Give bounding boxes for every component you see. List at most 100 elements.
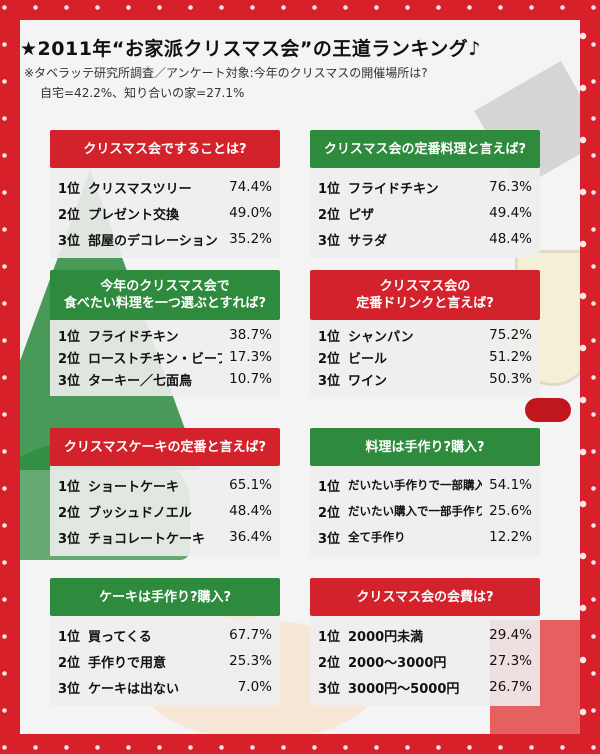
- rank-item: チョコレートケーキ: [88, 531, 206, 547]
- card-body: 1位 2000円未満 29.4% 2位 2000〜3000円 27.3% 3位 3000円…: [310, 616, 540, 706]
- ranking-row: 2位 だいたい購入で一部手作り 25.6%: [318, 498, 532, 524]
- venue-stats: 自宅=42.2%、知り合いの家=27.1%: [40, 86, 245, 100]
- rank-label: 3位: [318, 233, 341, 249]
- rank-item: ケーキは出ない: [88, 681, 180, 697]
- rank-percent: 65.1%: [229, 477, 272, 493]
- card-body: 1位 フライドチキン 76.3% 2位 ピザ 49.4% 3位 サラダ 48.4%: [310, 168, 540, 258]
- ranking-row: 3位 チョコレートケーキ 36.4%: [58, 524, 272, 550]
- rank-percent: 48.4%: [489, 231, 532, 247]
- card-body: 1位 クリスマスツリー 74.4% 2位 プレゼント交換 49.0% 3位 部屋のデコレー…: [50, 168, 280, 258]
- ranking-row: 1位 クリスマスツリー 74.4%: [58, 174, 272, 200]
- rank-item: 2000〜3000円: [348, 655, 447, 671]
- rank-item: ローストチキン・ビーフ: [88, 351, 222, 367]
- rank-percent: 12.2%: [489, 529, 532, 545]
- rank-item: プレゼント交換: [88, 207, 180, 223]
- rank-item: 3000円〜5000円: [348, 681, 460, 697]
- poster-header: ★2011年“お家派クリスマス会”の王道ランキング♪ ※タベラッテ研究所調査／ア…: [20, 34, 560, 101]
- card-title: 料理は手作り?購入?: [310, 428, 540, 466]
- rank-item: 2000円未満: [348, 629, 424, 645]
- ranking-row: 2位 ビール 51.2%: [318, 346, 532, 368]
- card-title-line2: 定番ドリンクと言えば?: [356, 296, 494, 311]
- rank-item: フライドチキン: [348, 181, 439, 197]
- rank-item: シャンパン: [348, 329, 414, 345]
- card-title: ケーキは手作り?購入?: [50, 578, 280, 616]
- rank-percent: 27.3%: [489, 653, 532, 669]
- rank-label: 3位: [58, 233, 81, 249]
- rank-percent: 74.4%: [229, 179, 272, 195]
- rank-label: 2位: [58, 505, 81, 521]
- card-title: クリスマス会ですることは?: [50, 130, 280, 168]
- rank-item: フライドチキン: [88, 329, 179, 345]
- ranking-row: 1位 2000円未満 29.4%: [318, 622, 532, 648]
- rank-percent: 38.7%: [229, 327, 272, 343]
- rank-label: 3位: [318, 531, 341, 547]
- rank-percent: 48.4%: [229, 503, 272, 519]
- ranking-row: 1位 ショートケーキ 65.1%: [58, 472, 272, 498]
- ranking-card-activities: クリスマス会ですることは? 1位 クリスマスツリー 74.4% 2位 プレゼント交換 4…: [50, 130, 280, 258]
- ranking-card-wanted-dish: 今年のクリスマス会で 食べたい料理を一つ選ぶとすれば? 1位 フライドチキン 38.7…: [50, 270, 280, 398]
- card-title: クリスマス会の定番料理と言えば?: [310, 130, 540, 168]
- ranking-card-dishes: クリスマス会の定番料理と言えば? 1位 フライドチキン 76.3% 2位 ピザ 49.4…: [310, 130, 540, 258]
- rank-percent: 36.4%: [229, 529, 272, 545]
- card-title: クリスマス会の 定番ドリンクと言えば?: [310, 270, 540, 320]
- rank-label: 1位: [58, 181, 81, 197]
- card-body: 1位 フライドチキン 38.7% 2位 ローストチキン・ビーフ 17.3% 3位 ターキー…: [50, 320, 280, 396]
- rank-label: 1位: [318, 181, 341, 197]
- rank-percent: 10.7%: [229, 371, 272, 387]
- card-body: 1位 シャンパン 75.2% 2位 ビール 51.2% 3位 ワイン 50.3%: [310, 320, 540, 396]
- card-title: クリスマスケーキの定番と言えば?: [50, 428, 280, 466]
- rank-item: 部屋のデコレーション: [88, 233, 218, 249]
- rank-percent: 76.3%: [489, 179, 532, 195]
- card-body: 1位 ショートケーキ 65.1% 2位 ブッシュドノエル 48.4% 3位 チョコレートケ…: [50, 466, 280, 556]
- card-title-line2: 食べたい料理を一つ選ぶとすれば?: [63, 296, 267, 311]
- rank-percent: 49.0%: [229, 205, 272, 221]
- rank-percent: 75.2%: [489, 327, 532, 343]
- rank-item: 全て手作り: [348, 530, 406, 544]
- ranking-row: 3位 サラダ 48.4%: [318, 226, 532, 252]
- ranking-row: 3位 全て手作り 12.2%: [318, 524, 532, 550]
- rank-percent: 26.7%: [489, 679, 532, 695]
- rank-label: 3位: [58, 681, 81, 697]
- ranking-row: 1位 フライドチキン 76.3%: [318, 174, 532, 200]
- ranking-card-drinks: クリスマス会の 定番ドリンクと言えば? 1位 シャンパン 75.2% 2位 ビール 51.…: [310, 270, 540, 398]
- rank-item: ターキー／七面鳥: [88, 373, 193, 389]
- rank-percent: 25.6%: [489, 503, 532, 519]
- ranking-row: 3位 ワイン 50.3%: [318, 368, 532, 390]
- ranking-row: 2位 プレゼント交換 49.0%: [58, 200, 272, 226]
- ranking-row: 1位 シャンパン 75.2%: [318, 324, 532, 346]
- rank-item: ピザ: [348, 207, 375, 223]
- rank-percent: 29.4%: [489, 627, 532, 643]
- ranking-row: 2位 2000〜3000円 27.3%: [318, 648, 532, 674]
- rank-label: 2位: [58, 207, 81, 223]
- rank-percent: 54.1%: [489, 477, 532, 493]
- rank-label: 1位: [318, 329, 341, 345]
- ranking-card-homemade-cake: ケーキは手作り?購入? 1位 買ってくる 67.7% 2位 手作りで用意 25.3% 3…: [50, 578, 280, 706]
- card-title: 今年のクリスマス会で食べたい料理を一つ選ぶとすれば?: [50, 270, 280, 320]
- rank-label: 3位: [58, 531, 81, 547]
- card-title: クリスマス会の会費は?: [310, 578, 540, 616]
- rank-label: 2位: [318, 505, 341, 521]
- rank-percent: 7.0%: [237, 679, 272, 695]
- ranking-row: 1位 だいたい手作りで一部購入 54.1%: [318, 472, 532, 498]
- rank-label: 1位: [318, 479, 341, 495]
- rank-item: 手作りで用意: [88, 655, 167, 671]
- ranking-row: 2位 ローストチキン・ビーフ 17.3%: [58, 346, 272, 368]
- ranking-row: 3位 部屋のデコレーション 35.2%: [58, 226, 272, 252]
- rank-label: 3位: [318, 373, 341, 389]
- ranking-row: 3位 ケーキは出ない 7.0%: [58, 674, 272, 700]
- rank-label: 1位: [58, 629, 81, 645]
- rank-label: 1位: [58, 479, 81, 495]
- rank-label: 3位: [318, 681, 341, 697]
- rank-percent: 50.3%: [489, 371, 532, 387]
- rank-label: 2位: [318, 351, 341, 367]
- rank-label: 1位: [318, 629, 341, 645]
- ribbon-illustration: [525, 398, 571, 422]
- rank-label: 2位: [58, 351, 81, 367]
- rank-label: 2位: [318, 655, 341, 671]
- card-title-line1: 今年のクリスマス会で: [100, 279, 230, 294]
- ranking-row: 3位 ターキー／七面鳥 10.7%: [58, 368, 272, 390]
- rank-item: ワイン: [348, 373, 388, 389]
- rank-item: ブッシュドノエル: [88, 505, 192, 521]
- rank-label: 2位: [318, 207, 341, 223]
